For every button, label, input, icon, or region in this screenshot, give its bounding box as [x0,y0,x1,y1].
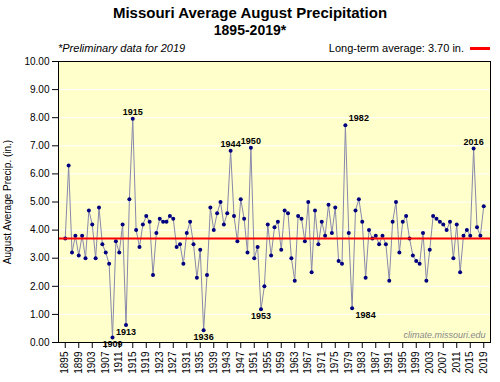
svg-text:4.00: 4.00 [30,224,50,235]
svg-text:1967: 1967 [302,351,313,374]
svg-text:1991: 1991 [383,351,394,374]
svg-text:1943: 1943 [221,351,232,374]
svg-text:1959: 1959 [275,351,286,374]
svg-text:1951: 1951 [248,351,259,374]
html-text:*Preliminary data for 2019: *Preliminary data for 2019 [58,42,186,54]
svg-text:August Average Precip. (in.): August Average Precip. (in.) [2,140,13,264]
html-text:Long-term average: 3.70 in.: Long-term average: 3.70 in. [328,42,464,54]
svg-text:1971: 1971 [316,351,327,374]
svg-text:2003: 2003 [424,351,435,374]
svg-text:10.00: 10.00 [24,56,49,67]
svg-text:1983: 1983 [356,351,367,374]
html-text:Missouri Average August Precip: Missouri Average August Precipitation [112,4,388,21]
svg-text:1913: 1913 [116,327,136,337]
svg-text:1999: 1999 [410,351,421,374]
svg-text:8.00: 8.00 [30,112,50,123]
svg-text:1950: 1950 [241,136,261,146]
svg-text:7.00: 7.00 [30,140,50,151]
svg-text:1975: 1975 [329,351,340,374]
svg-text:2011: 2011 [451,351,462,373]
svg-text:2015: 2015 [464,351,475,374]
svg-text:3.00: 3.00 [30,252,50,263]
svg-text:2007: 2007 [437,351,448,374]
svg-text:1931: 1931 [181,351,192,374]
html-text:1895-2019*: 1895-2019* [213,22,287,38]
svg-text:1953: 1953 [251,311,271,321]
svg-text:1935: 1935 [194,351,205,374]
svg-text:2016: 2016 [464,136,484,146]
svg-text:2.00: 2.00 [30,281,50,292]
svg-text:1915: 1915 [123,107,143,117]
svg-text:1944: 1944 [221,139,241,149]
svg-text:1939: 1939 [208,351,219,374]
svg-text:1963: 1963 [289,351,300,374]
svg-text:1984: 1984 [356,310,376,320]
svg-text:1947: 1947 [235,351,246,374]
svg-text:1895: 1895 [59,351,70,374]
svg-text:1909: 1909 [102,339,122,349]
svg-text:climate.missouri.edu: climate.missouri.edu [403,330,485,340]
svg-text:1903: 1903 [86,351,97,374]
svg-text:1.00: 1.00 [30,309,50,320]
svg-text:1899: 1899 [73,351,84,374]
svg-text:5.00: 5.00 [30,196,50,207]
svg-text:6.00: 6.00 [30,168,50,179]
svg-text:1979: 1979 [343,351,354,374]
svg-text:1907: 1907 [100,351,111,374]
svg-text:2019: 2019 [478,351,489,374]
svg-text:1995: 1995 [397,351,408,374]
svg-text:1927: 1927 [167,351,178,374]
svg-text:1915: 1915 [127,351,138,374]
svg-text:1982: 1982 [349,113,369,123]
svg-text:1911: 1911 [113,351,124,373]
svg-text:0.00: 0.00 [30,337,50,348]
svg-text:9.00: 9.00 [30,84,50,95]
svg-text:1923: 1923 [154,351,165,374]
svg-text:1936: 1936 [194,332,214,342]
svg-text:1919: 1919 [140,351,151,374]
svg-text:1955: 1955 [262,351,273,374]
svg-text:1987: 1987 [370,351,381,374]
